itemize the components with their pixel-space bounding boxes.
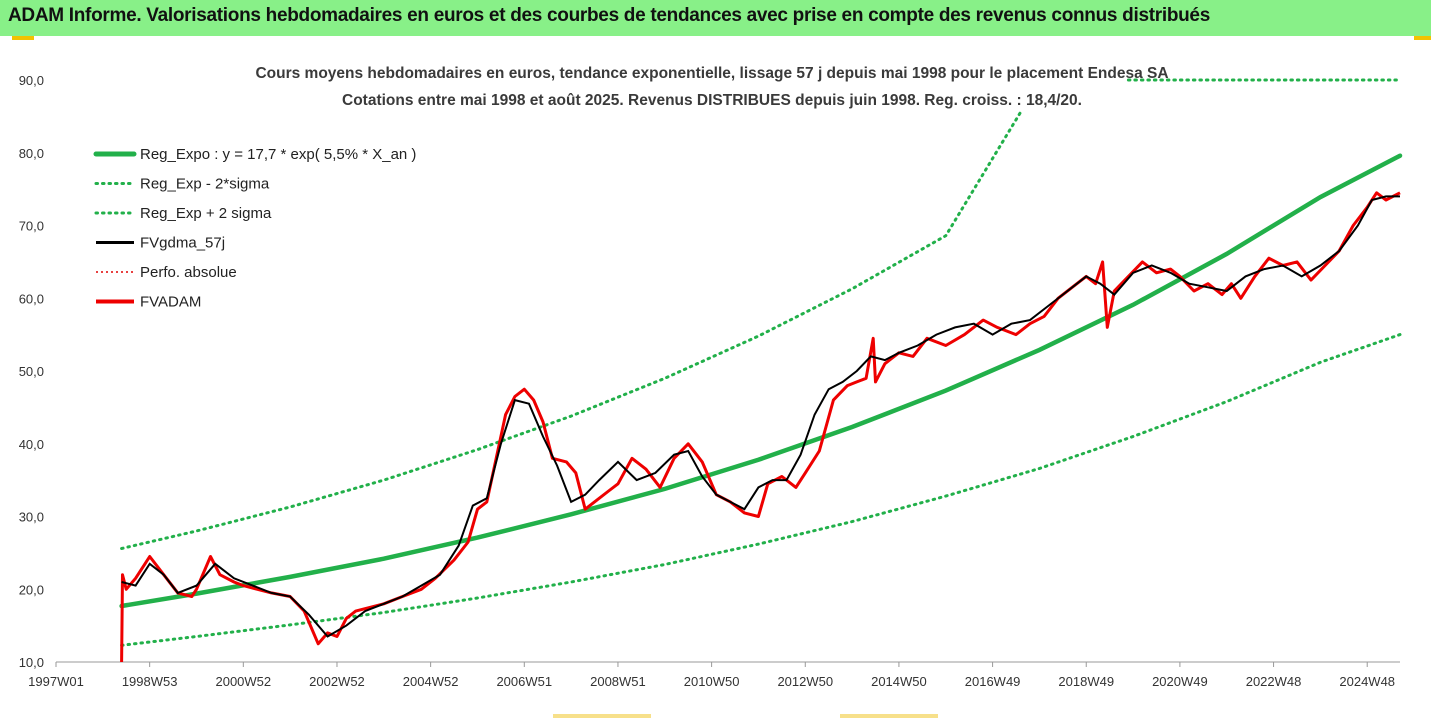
- bottom-marker-2: [840, 714, 938, 718]
- y-tick-label: 30,0: [19, 510, 44, 525]
- series-line-5: [120, 191, 1401, 663]
- x-tick-label: 2014W50: [871, 674, 927, 689]
- corner-marker-left: [12, 36, 34, 40]
- x-tick-label: 2016W49: [965, 674, 1021, 689]
- x-tick-label: 2018W49: [1058, 674, 1114, 689]
- x-tick-label: 1998W53: [122, 674, 178, 689]
- y-tick-label: 80,0: [19, 146, 44, 161]
- x-tick-label: 2004W52: [403, 674, 459, 689]
- chart-subtitle: Cours moyens hebdomadaires en euros, ten…: [255, 65, 1168, 109]
- chart-area: 10,0 20,0 30,0 40,0 50,0 60,0 70,0 80,0 90,0 199…: [19, 65, 1403, 689]
- legend: Reg_Expo : y = 17,7 * exp( 5,5% * X_an )…: [93, 146, 416, 311]
- y-tick-label: 70,0: [19, 219, 44, 234]
- subtitle-line-1: Cours moyens hebdomadaires en euros, ten…: [255, 65, 1168, 82]
- legend-label: Perfo. absolue: [140, 264, 237, 281]
- x-tick-label: 2024W48: [1339, 674, 1395, 689]
- subtitle-line-2: Cotations entre mai 1998 et août 2025. R…: [342, 92, 1082, 109]
- legend-label: FVgdma_57j: [140, 235, 225, 252]
- corner-marker-right: [1414, 36, 1431, 40]
- x-tick-label: 1997W01: [28, 674, 84, 689]
- header-bar: ADAM Informe. Valorisations hebdomadaire…: [0, 0, 1431, 36]
- x-tick-label: 2012W50: [777, 674, 833, 689]
- x-tick-label: 2002W52: [309, 674, 365, 689]
- x-tick-label: 2006W51: [496, 674, 552, 689]
- y-tick-label: 60,0: [19, 291, 44, 306]
- page-title: ADAM Informe. Valorisations hebdomadaire…: [8, 5, 1210, 26]
- legend-label: Reg_Exp + 2 sigma: [140, 205, 272, 222]
- legend-label: FVADAM: [140, 294, 201, 311]
- x-tick-label: 2020W49: [1152, 674, 1208, 689]
- x-tick-label: 2022W48: [1246, 674, 1302, 689]
- x-tick-labels: 1997W01 1998W53 2000W52 2002W52 2004W52 2006W…: [28, 662, 1395, 689]
- y-tick-label: 10,0: [19, 655, 44, 670]
- series-lines: [119, 78, 1403, 663]
- y-tick-labels: 10,0 20,0 30,0 40,0 50,0 60,0 70,0 80,0 90,0: [19, 73, 44, 670]
- series-line-0: [119, 153, 1403, 609]
- legend-label: Reg_Exp - 2*sigma: [140, 176, 270, 193]
- y-tick-label: 40,0: [19, 437, 44, 452]
- series-line-3: [121, 195, 1400, 638]
- y-tick-label: 90,0: [19, 73, 44, 88]
- series-line-1: [120, 333, 1402, 647]
- bottom-marker-1: [553, 714, 651, 718]
- legend-label: Reg_Expo : y = 17,7 * exp( 5,5% * X_an ): [140, 146, 416, 163]
- x-tick-label: 2010W50: [684, 674, 740, 689]
- x-tick-label: 2000W52: [215, 674, 271, 689]
- y-tick-label: 20,0: [19, 582, 44, 597]
- x-tick-label: 2008W51: [590, 674, 646, 689]
- series-line-2: [120, 110, 1023, 550]
- y-tick-label: 50,0: [19, 364, 44, 379]
